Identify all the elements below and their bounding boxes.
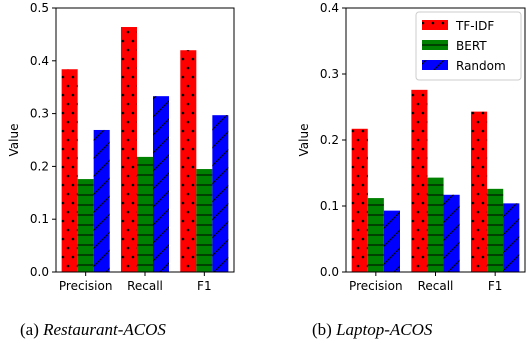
bar-hatch <box>471 111 488 273</box>
caption-a: (a) Restaurant-ACOS <box>20 320 166 339</box>
legend-entry-label: BERT <box>456 39 487 53</box>
bar-hatch <box>351 128 368 272</box>
plot-frame <box>345 7 526 273</box>
bar-hatch <box>93 129 110 272</box>
y-tick-label: 0.4 <box>30 54 49 68</box>
y-tick-label: 0.4 <box>320 1 339 15</box>
legend-entry-label: TF-IDF <box>455 19 494 33</box>
y-tick-label: 0.2 <box>320 133 339 147</box>
bar-hatch <box>503 203 520 272</box>
caption-dataset-name: Laptop-ACOS <box>335 320 433 339</box>
bar-hatch <box>411 89 428 272</box>
y-axis-label: Value <box>297 124 311 157</box>
bar-hatch <box>443 194 460 272</box>
chart-b: Precision Recall F1 0.0 0.1 0.2 0.3 0.4 Value T… <box>297 1 526 339</box>
chart-a: Precision Recall F1 0.0 0.1 0.2 0.3 0.4 0.5 Valu… <box>7 1 235 339</box>
y-tick-label: 0.2 <box>30 159 49 173</box>
bar-hatch <box>136 156 154 272</box>
bar-hatch <box>427 177 444 272</box>
y-tick-label: 0.5 <box>30 1 49 15</box>
x-tick-label: Recall <box>127 279 163 293</box>
caption-b: (b) Laptop-ACOS <box>312 320 433 339</box>
bar-hatch <box>61 69 78 272</box>
axes: Precision Recall F1 0.0 0.1 0.2 0.3 0.4 <box>320 1 526 293</box>
y-tick-label: 0.0 <box>30 265 49 279</box>
y-tick-label: 0.0 <box>320 265 339 279</box>
bars-group <box>61 27 229 273</box>
bar-hatch <box>120 27 137 273</box>
x-tick-label: Recall <box>418 279 454 293</box>
bar-hatch <box>77 179 94 272</box>
bar-hatch <box>367 198 384 272</box>
legend-swatch-hatch <box>422 60 448 70</box>
x-tick-label: F1 <box>488 279 503 293</box>
bar-hatch <box>153 96 170 273</box>
bar-hatch <box>487 188 504 272</box>
caption-label: (b) <box>312 320 336 339</box>
bar-hatch <box>212 115 229 273</box>
bar-hatch <box>383 210 400 272</box>
caption-dataset-name: Restaurant-ACOS <box>42 320 166 339</box>
axes: Precision Recall F1 0.0 0.1 0.2 0.3 0.4 0.5 <box>30 1 235 293</box>
y-tick-label: 0.1 <box>320 199 339 213</box>
legend-entry-label: Random <box>456 59 506 73</box>
legend-swatch-hatch <box>422 40 448 50</box>
y-tick-label: 0.3 <box>30 107 49 121</box>
bars-group <box>351 89 520 273</box>
bar-hatch <box>180 50 197 272</box>
x-tick-label: Precision <box>59 279 113 293</box>
bar-hatch <box>196 169 213 272</box>
legend-swatch-hatch <box>422 20 448 30</box>
x-tick-label: F1 <box>197 279 212 293</box>
y-axis-label: Value <box>7 124 21 157</box>
plot-frame <box>55 7 235 273</box>
y-tick-label: 0.1 <box>30 212 49 226</box>
legend: TF-IDF BERT Random <box>415 11 522 81</box>
y-tick-label: 0.3 <box>320 67 339 81</box>
caption-label: (a) <box>20 320 43 339</box>
x-tick-label: Precision <box>349 279 403 293</box>
